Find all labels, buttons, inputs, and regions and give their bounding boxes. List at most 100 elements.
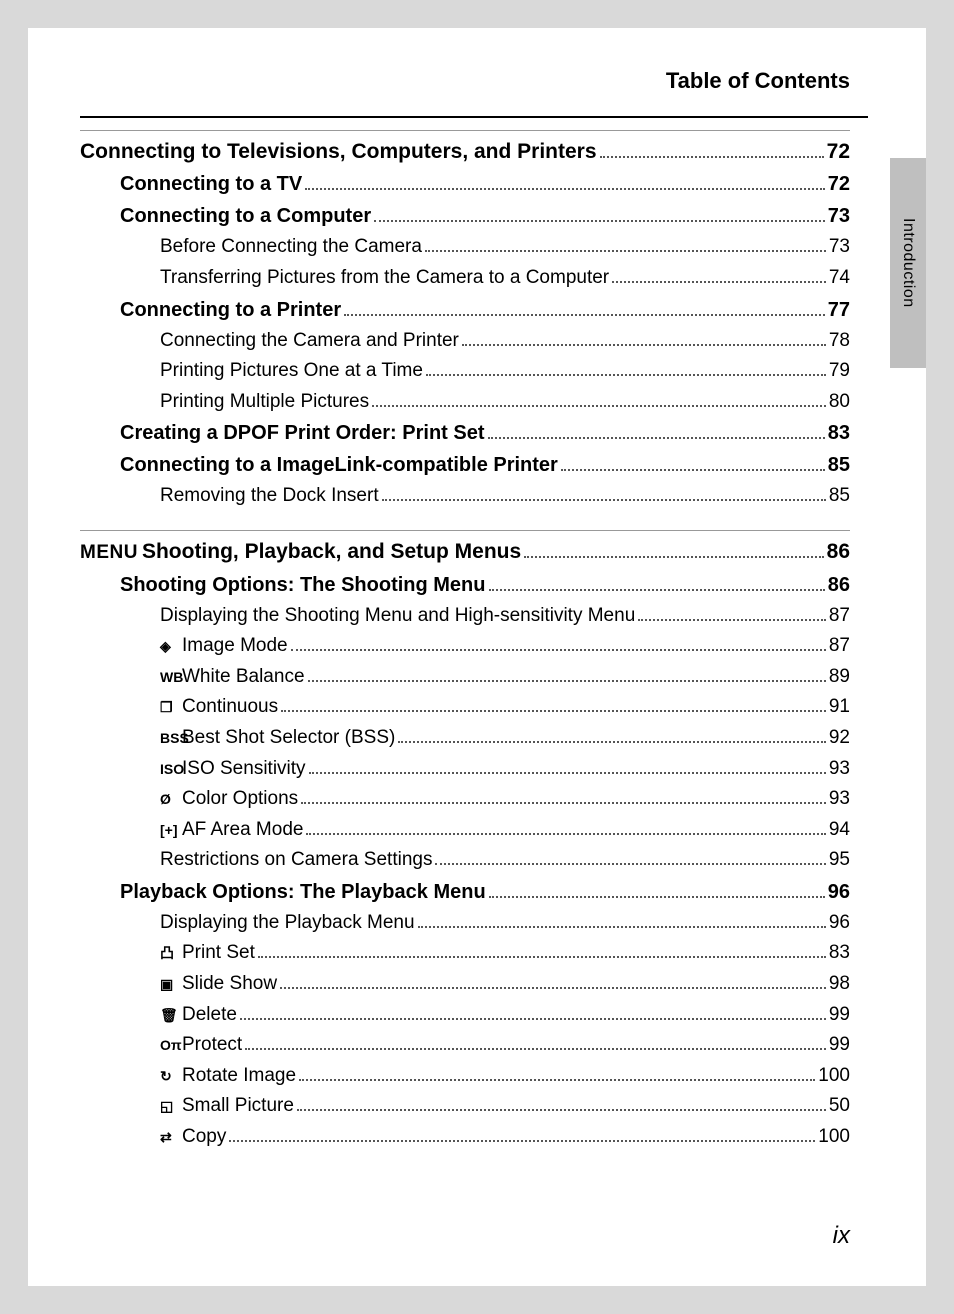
toc-entry-title: BSSBest Shot Selector (BSS): [160, 725, 395, 752]
toc-entry-title: ISOISO Sensitivity: [160, 756, 306, 783]
toc-leader: [258, 956, 826, 958]
toc-entry[interactable]: Connecting to a ImageLink-compatible Pri…: [80, 451, 850, 479]
toc-entry-page: 87: [829, 633, 850, 660]
toc-entry-text: Removing the Dock Insert: [160, 485, 379, 506]
toc-entry-text: AF Area Mode: [182, 819, 303, 840]
toc-leader: [291, 649, 826, 651]
toc-entry-page: 83: [828, 419, 850, 447]
toc-leader: [299, 1079, 815, 1081]
toc-entry[interactable]: Before Connecting the Camera73: [80, 234, 850, 261]
toc-entry[interactable]: Displaying the Playback Menu96: [80, 910, 850, 937]
toc-entry[interactable]: Transferring Pictures from the Camera to…: [80, 265, 850, 292]
toc-entry[interactable]: Connecting to Televisions, Computers, an…: [80, 137, 850, 166]
toc-entry[interactable]: ⇄Copy100: [80, 1124, 850, 1151]
toc-entry[interactable]: ❐Continuous91: [80, 694, 850, 721]
toc-entry[interactable]: Playback Options: The Playback Menu96: [80, 878, 850, 906]
toc-entry[interactable]: Connecting to a Printer77: [80, 296, 850, 324]
toc-entry-page: 73: [828, 202, 850, 230]
toc-entry-text: Transferring Pictures from the Camera to…: [160, 267, 609, 288]
toc-entry-icon: Ø: [160, 790, 180, 810]
toc-entry-text: Playback Options: The Playback Menu: [120, 881, 486, 903]
toc-entry[interactable]: Shooting Options: The Shooting Menu 86: [80, 571, 850, 599]
toc-entry-title: WBWhite Balance: [160, 664, 305, 691]
toc-entry-icon: MENU: [80, 542, 138, 563]
toc-entry-page: 100: [818, 1063, 850, 1090]
toc-entry[interactable]: MENUShooting, Playback, and Setup Menus8…: [80, 537, 850, 567]
toc-entry-title: Connecting to a TV: [120, 170, 302, 198]
toc-leader: [245, 1048, 826, 1050]
toc-entry-text: Creating a DPOF Print Order: Print Set: [120, 422, 485, 444]
toc-entry-title: [+]AF Area Mode: [160, 817, 303, 844]
toc-entry[interactable]: Printing Pictures One at a Time79: [80, 358, 850, 385]
toc-entry-title: Playback Options: The Playback Menu: [120, 878, 486, 906]
toc-entry[interactable]: ↻Rotate Image100: [80, 1063, 850, 1090]
toc-entry[interactable]: Printing Multiple Pictures80: [80, 389, 850, 416]
toc-leader: [301, 802, 826, 804]
toc-entry-title: Removing the Dock Insert: [160, 483, 379, 510]
toc-entry-title: Displaying the Shooting Menu and High-se…: [160, 603, 635, 630]
toc-entry-title: Printing Pictures One at a Time: [160, 358, 423, 385]
toc-entry-page: 85: [829, 483, 850, 510]
toc-entry[interactable]: Restrictions on Camera Settings 95: [80, 847, 850, 874]
toc-entry-text: Connecting to a Printer: [120, 299, 341, 321]
toc-entry-page: 95: [829, 847, 850, 874]
toc-leader: [489, 896, 825, 898]
toc-entry[interactable]: BSSBest Shot Selector (BSS) 92: [80, 725, 850, 752]
toc-leader: [612, 281, 826, 283]
toc-entry-title: Creating a DPOF Print Order: Print Set: [120, 419, 485, 447]
toc-leader: [280, 987, 826, 989]
toc-entry-title: MENUShooting, Playback, and Setup Menus: [80, 537, 521, 567]
toc-entry-text: Shooting, Playback, and Setup Menus: [142, 540, 521, 563]
toc-entry-text: Connecting to Televisions, Computers, an…: [80, 140, 597, 163]
toc-leader: [638, 619, 826, 621]
toc-entry[interactable]: OπProtect99: [80, 1032, 850, 1059]
toc-entry[interactable]: Connecting to a TV 72: [80, 170, 850, 198]
toc-entry[interactable]: [+]AF Area Mode94: [80, 817, 850, 844]
toc-entry-page: 73: [829, 234, 850, 261]
toc-entry-text: Printing Multiple Pictures: [160, 391, 369, 412]
toc-leader: [382, 499, 826, 501]
toc-entry[interactable]: Displaying the Shooting Menu and High-se…: [80, 603, 850, 630]
toc-entry[interactable]: Removing the Dock Insert 85: [80, 483, 850, 510]
toc-entry[interactable]: Creating a DPOF Print Order: Print Set 83: [80, 419, 850, 447]
toc-entry[interactable]: 凸Print Set83: [80, 940, 850, 967]
toc-entry-text: Shooting Options: The Shooting Menu: [120, 574, 486, 596]
toc-entry-page: 74: [829, 265, 850, 292]
toc-entry-text: Image Mode: [182, 635, 288, 656]
toc-entry-text: Copy: [182, 1126, 226, 1147]
toc-leader: [489, 589, 825, 591]
toc-entry-page: 89: [829, 664, 850, 691]
toc-entry-title: ▣Slide Show: [160, 971, 277, 998]
toc-entry-title: Connecting the Camera and Printer: [160, 328, 459, 355]
toc-entry-icon: ↻: [160, 1067, 180, 1087]
toc-entry[interactable]: ISOISO Sensitivity93: [80, 756, 850, 783]
toc-leader: [372, 405, 826, 407]
toc-entry[interactable]: ØColor Options93: [80, 786, 850, 813]
side-tab-label: Introduction: [899, 218, 917, 308]
toc-entry[interactable]: 🗑Delete99: [80, 1002, 850, 1029]
toc-entry-text: ISO Sensitivity: [182, 758, 306, 779]
toc-entry-icon: BSS: [160, 729, 180, 749]
toc-entry-text: Best Shot Selector (BSS): [182, 727, 395, 748]
toc-entry[interactable]: Connecting to a Computer73: [80, 202, 850, 230]
toc-entry-page: 99: [829, 1032, 850, 1059]
toc-leader: [306, 833, 825, 835]
toc-entry[interactable]: ◈Image Mode87: [80, 633, 850, 660]
toc-entry-page: 72: [828, 170, 850, 198]
toc-entry[interactable]: ▣Slide Show98: [80, 971, 850, 998]
toc-entry[interactable]: WBWhite Balance 89: [80, 664, 850, 691]
toc-entry-page: 99: [829, 1002, 850, 1029]
toc-entry-text: Connecting to a ImageLink-compatible Pri…: [120, 454, 558, 476]
toc-entry-icon: ❐: [160, 698, 180, 718]
toc-leader: [600, 156, 824, 158]
toc-entry-text: Restrictions on Camera Settings: [160, 849, 432, 870]
toc-entry-text: Continuous: [182, 696, 278, 717]
toc-leader: [462, 344, 826, 346]
toc-entry[interactable]: Connecting the Camera and Printer78: [80, 328, 850, 355]
toc-entry[interactable]: ◱Small Picture50: [80, 1093, 850, 1120]
toc-entry-page: 100: [818, 1124, 850, 1151]
toc-entry-page: 86: [828, 571, 850, 599]
toc-entry-text: Connecting the Camera and Printer: [160, 330, 459, 351]
toc-entry-page: 92: [829, 725, 850, 752]
toc-entry-text: Printing Pictures One at a Time: [160, 360, 423, 381]
